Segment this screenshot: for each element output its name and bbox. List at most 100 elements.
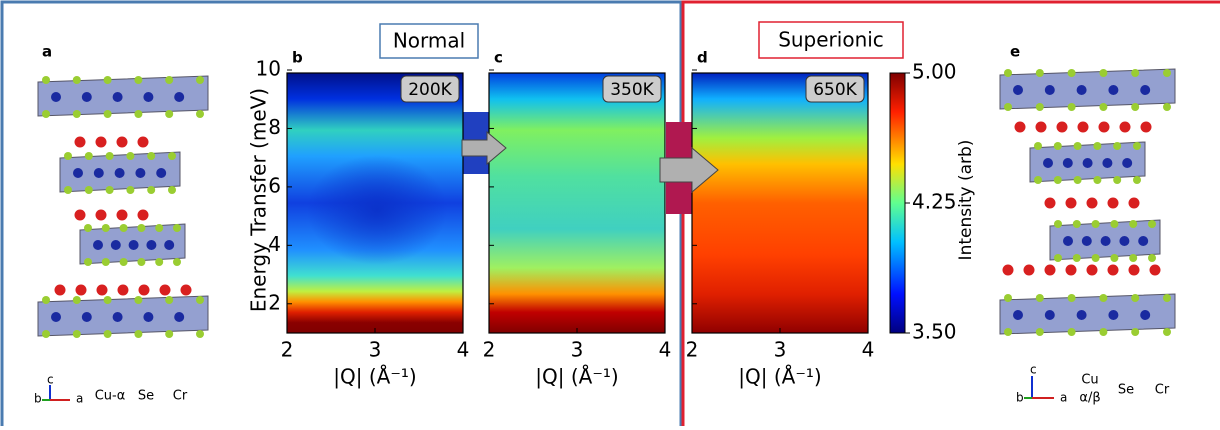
atom (116, 209, 128, 221)
panel-letter: a (42, 43, 52, 61)
atom (1034, 176, 1042, 184)
x-axis-label: |Q| (Å⁻¹) (738, 365, 821, 389)
atom (1093, 176, 1102, 184)
atom (1044, 197, 1056, 209)
atom (54, 284, 66, 296)
atom (1035, 69, 1044, 77)
atom (1100, 236, 1111, 246)
atom (75, 284, 87, 296)
atom (1082, 158, 1093, 168)
colorbar-tick-label: 5.00 (912, 60, 957, 84)
panel-letter: c (494, 49, 503, 67)
atom (1140, 310, 1151, 320)
atom (196, 296, 204, 304)
atom (164, 240, 175, 250)
atom (1086, 264, 1098, 276)
x-tick-label: 4 (457, 338, 470, 362)
atom (105, 152, 114, 160)
atom (165, 330, 174, 338)
temperature-box (805, 75, 865, 103)
atom (1054, 254, 1062, 262)
atom (173, 224, 181, 232)
atom (1004, 328, 1012, 336)
atom (119, 224, 128, 232)
slab (999, 68, 1176, 110)
x-tick-label: 3 (774, 338, 787, 362)
atom (1067, 103, 1076, 111)
atom (143, 312, 154, 322)
atom (1108, 310, 1119, 320)
atom (51, 92, 61, 102)
atom (1102, 158, 1113, 168)
axis-letter: c (47, 373, 54, 387)
x-tick-label: 3 (369, 338, 382, 362)
atom (126, 186, 135, 194)
x-tick-label: 4 (862, 338, 875, 362)
atom (168, 152, 176, 160)
x-tick-label: 2 (686, 338, 699, 362)
atom (1004, 69, 1012, 77)
temperature-box (602, 75, 662, 103)
atom (134, 330, 143, 338)
atom (173, 258, 181, 266)
label-box (758, 21, 904, 59)
atom (1073, 142, 1082, 150)
atom (1099, 69, 1108, 77)
atom (1035, 121, 1047, 133)
atom (114, 168, 125, 178)
atom (51, 312, 61, 322)
atom (147, 152, 156, 160)
atom (95, 209, 107, 221)
atom (1035, 103, 1044, 111)
atom (147, 186, 156, 194)
legend-label: Cu (1081, 373, 1098, 388)
atom (1044, 85, 1055, 95)
atom (1063, 236, 1073, 246)
atom (1076, 85, 1087, 95)
atom (1035, 328, 1044, 336)
atom (84, 186, 93, 194)
atom (72, 76, 81, 84)
atom (1093, 142, 1102, 150)
atom (1110, 220, 1119, 228)
slab (999, 293, 1176, 335)
atom (42, 110, 50, 118)
legend-label: Cu-α (95, 389, 126, 404)
atom (74, 136, 86, 148)
atom (42, 76, 50, 84)
axis-letter: a (1060, 391, 1067, 405)
atom (1119, 236, 1130, 246)
atom (1133, 142, 1141, 150)
atom (1044, 264, 1056, 276)
atom (165, 296, 174, 304)
atom (1077, 121, 1089, 133)
atom (1128, 264, 1140, 276)
heatmap (692, 73, 868, 333)
atom (96, 284, 108, 296)
panel-letter: d (697, 49, 708, 67)
atom (1086, 197, 1098, 209)
atom (1065, 197, 1077, 209)
atom (117, 284, 129, 296)
legend-label: α/β (1079, 391, 1100, 406)
x-tick-label: 4 (659, 338, 672, 362)
atom (137, 258, 146, 266)
atom (138, 284, 150, 296)
atom (116, 136, 128, 148)
atom (165, 76, 174, 84)
atom (196, 110, 204, 118)
atom (1163, 103, 1171, 111)
atom (42, 330, 50, 338)
colorbar-label: Intensity (arb) (956, 140, 976, 261)
atom (1163, 328, 1171, 336)
y-tick-label: 8 (268, 115, 281, 139)
atom (1107, 264, 1119, 276)
atom (1099, 103, 1108, 111)
atom (74, 209, 86, 221)
atom (1056, 121, 1068, 133)
atom (143, 92, 154, 102)
atom (73, 168, 83, 178)
atom (1091, 254, 1100, 262)
atom (1113, 176, 1122, 184)
